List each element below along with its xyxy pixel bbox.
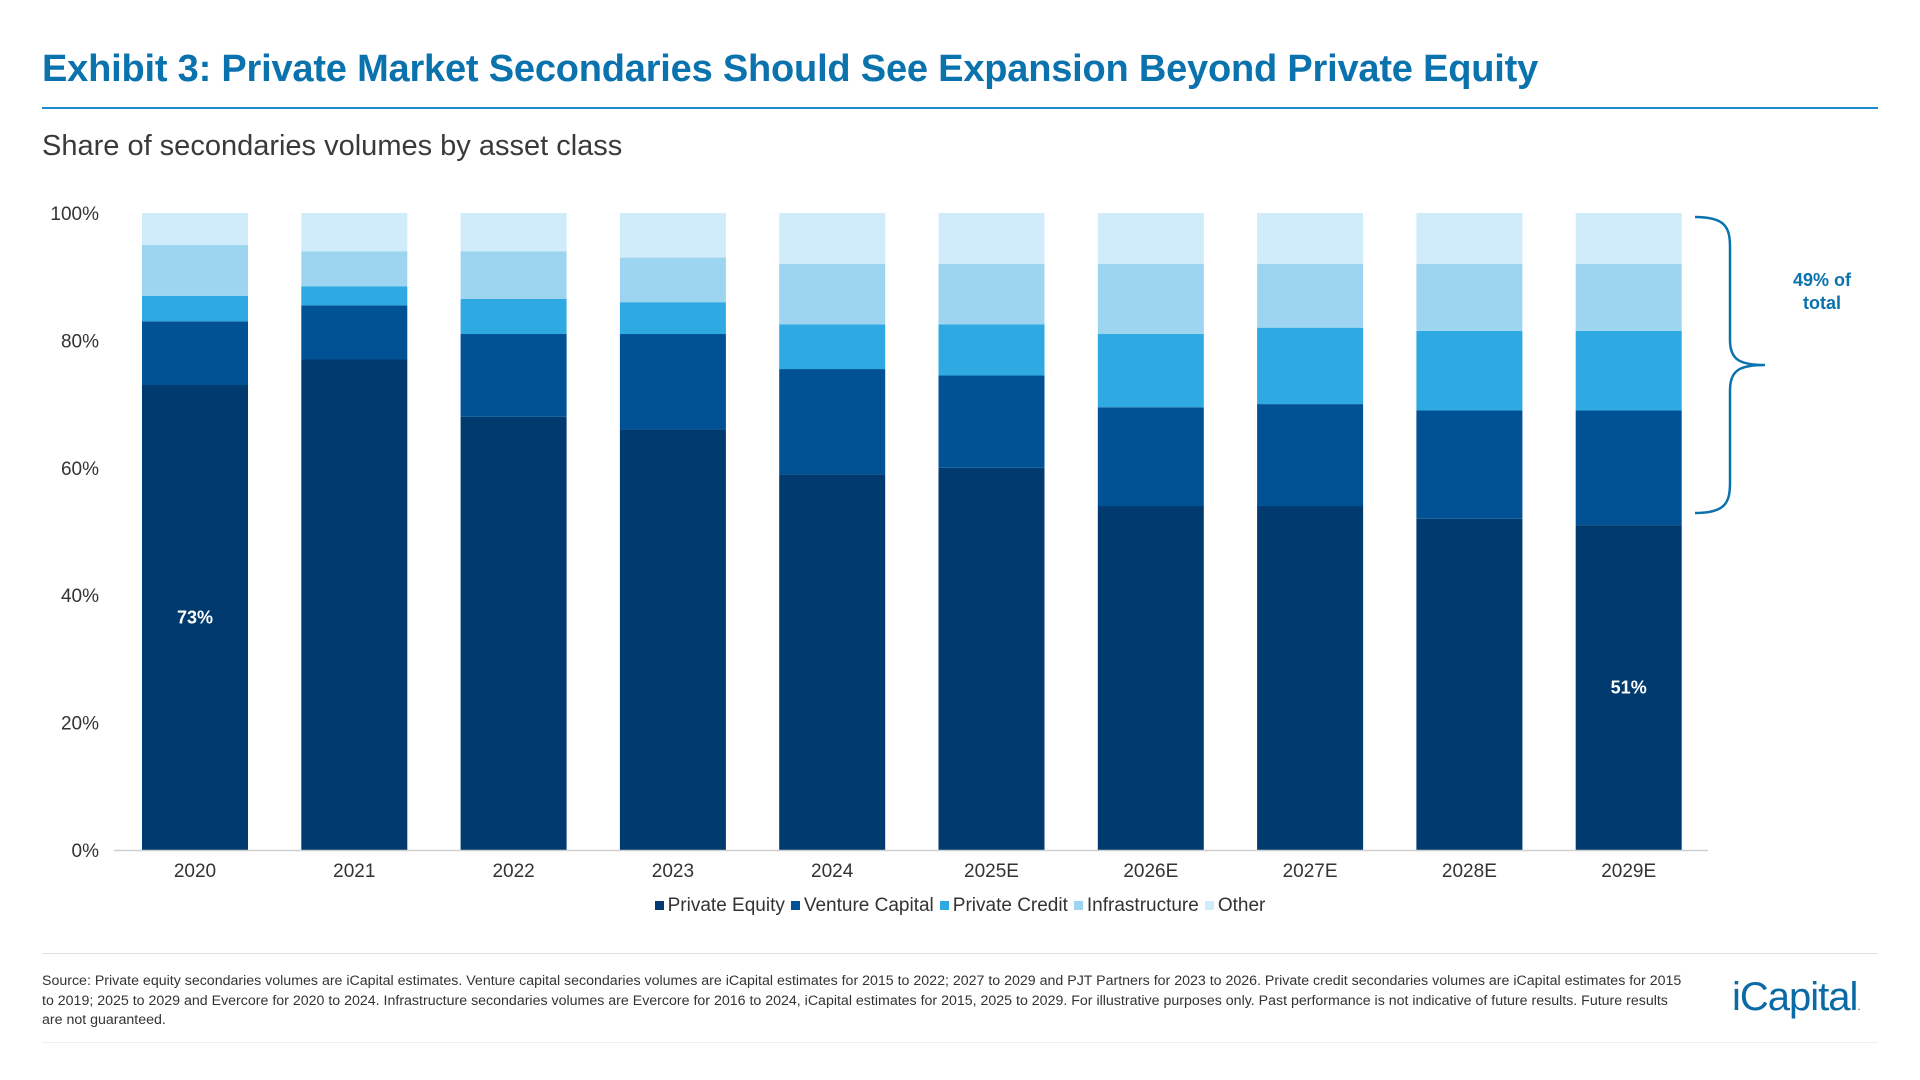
- bar-segment-infrastructure: [1416, 263, 1523, 331]
- bar-segment-private-equity: [1575, 525, 1682, 850]
- legend-item: Venture Capital: [790, 895, 934, 917]
- bar-segment-other: [1575, 213, 1682, 264]
- bar-segment-venture-capital: [938, 375, 1045, 468]
- bar-segment-infrastructure: [1575, 263, 1682, 331]
- bar-segment-other: [142, 213, 248, 245]
- bar-segment-private-equity: [301, 359, 408, 850]
- legend-item: Other: [1204, 895, 1266, 917]
- legend-label: Private Equity: [667, 895, 785, 916]
- y-tick-label: 0%: [72, 841, 100, 862]
- bar-segment-infrastructure: [142, 244, 248, 296]
- bar-segment-other: [301, 213, 408, 252]
- bar-segment-private-equity: [619, 429, 726, 850]
- x-tick-label: 2020: [174, 861, 216, 882]
- bar-segment-venture-capital: [1416, 410, 1523, 519]
- bar-segment-venture-capital: [619, 334, 726, 430]
- bar-segment-infrastructure: [938, 263, 1045, 325]
- bar-segment-infrastructure: [619, 257, 726, 303]
- x-tick-label: 2027E: [1283, 861, 1338, 882]
- bar-segment-venture-capital: [460, 334, 567, 417]
- y-tick-label: 60%: [61, 459, 99, 480]
- legend-swatch: [654, 901, 664, 910]
- x-tick-label: 2022: [492, 861, 534, 882]
- x-tick-label: 2025E: [964, 861, 1019, 882]
- data-label: 73%: [177, 607, 213, 627]
- bar-segment-private-equity: [1097, 506, 1204, 850]
- chart-subtitle: Share of secondaries volumes by asset cl…: [42, 130, 623, 162]
- legend-swatch: [939, 901, 949, 910]
- y-tick-label: 80%: [61, 331, 99, 352]
- bar-segment-private-equity: [460, 416, 567, 850]
- x-tick-label: 2021: [333, 861, 375, 882]
- x-tick-label: 2029E: [1601, 861, 1656, 882]
- annotation-text: 49% of: [1793, 270, 1852, 290]
- legend-label: Infrastructure: [1086, 895, 1199, 916]
- bar-segment-venture-capital: [301, 305, 408, 360]
- source-note: Source: Private equity secondaries volum…: [42, 973, 1682, 1028]
- legend-swatch: [790, 901, 800, 910]
- bar-segment-private-credit: [1575, 330, 1682, 411]
- bar-segment-private-credit: [142, 295, 248, 322]
- icapital-logo: iCapital.: [1732, 975, 1861, 1019]
- bar-segment-venture-capital: [1097, 407, 1204, 507]
- x-tick-label: 2023: [652, 861, 694, 882]
- chart-title: Exhibit 3: Private Market Secondaries Sh…: [42, 48, 1539, 90]
- bar-segment-private-equity: [1416, 518, 1523, 850]
- y-tick-label: 20%: [61, 714, 99, 735]
- y-tick-label: 40%: [61, 586, 99, 607]
- bar-segment-private-credit: [619, 302, 726, 335]
- x-tick-label: 2026E: [1123, 861, 1178, 882]
- bar-segment-venture-capital: [1257, 404, 1364, 507]
- bar-segment-other: [619, 213, 726, 258]
- legend-label: Other: [1217, 895, 1266, 916]
- bar-segment-private-credit: [1257, 327, 1364, 405]
- x-tick-label: 2024: [811, 861, 854, 882]
- bar-segment-private-credit: [1416, 330, 1523, 411]
- bar-segment-private-credit: [938, 324, 1045, 376]
- legend-item: Private Equity: [654, 895, 785, 917]
- annotation-text: total: [1803, 293, 1841, 313]
- bar-segment-private-credit: [1097, 334, 1204, 408]
- legend-item: Infrastructure: [1073, 895, 1199, 917]
- bar-segment-private-equity: [779, 474, 886, 850]
- bar-segment-infrastructure: [1097, 263, 1204, 335]
- bar-segment-other: [1257, 213, 1364, 264]
- bar-segment-infrastructure: [1257, 263, 1364, 328]
- x-tick-label: 2028E: [1442, 861, 1497, 882]
- legend-swatch: [1204, 901, 1214, 910]
- bar-segment-infrastructure: [301, 251, 408, 287]
- data-label: 51%: [1611, 678, 1647, 698]
- bar-segment-private-equity: [938, 467, 1045, 850]
- legend: Private Equity Venture Capital Private Cre…: [0, 895, 1920, 917]
- footer-divider: [42, 953, 1878, 954]
- bar-segment-other: [1416, 213, 1523, 264]
- bar-segment-private-equity: [1257, 506, 1364, 850]
- bar-segment-venture-capital: [779, 369, 886, 475]
- footer-bottom-divider: [42, 1042, 1878, 1043]
- brace-annotation: [1694, 215, 1766, 515]
- bar-segment-private-credit: [301, 286, 408, 306]
- legend-item: Private Credit: [939, 895, 1068, 917]
- y-tick-label: 100%: [50, 204, 99, 225]
- title-divider: [42, 107, 1878, 109]
- bar-segment-other: [1097, 213, 1204, 264]
- bar-segment-private-credit: [460, 298, 567, 335]
- legend-swatch: [1073, 901, 1083, 910]
- legend-label: Venture Capital: [803, 895, 934, 916]
- bar-segment-private-equity: [142, 384, 248, 850]
- bar-segment-venture-capital: [1575, 410, 1682, 526]
- bar-segment-other: [938, 213, 1045, 264]
- bar-segment-infrastructure: [460, 251, 567, 299]
- legend-label: Private Credit: [952, 895, 1068, 916]
- bar-segment-other: [460, 213, 567, 252]
- bar-segment-venture-capital: [142, 321, 248, 385]
- bar-segment-private-credit: [779, 324, 886, 370]
- bar-segment-infrastructure: [779, 263, 886, 325]
- bar-segment-other: [779, 213, 886, 264]
